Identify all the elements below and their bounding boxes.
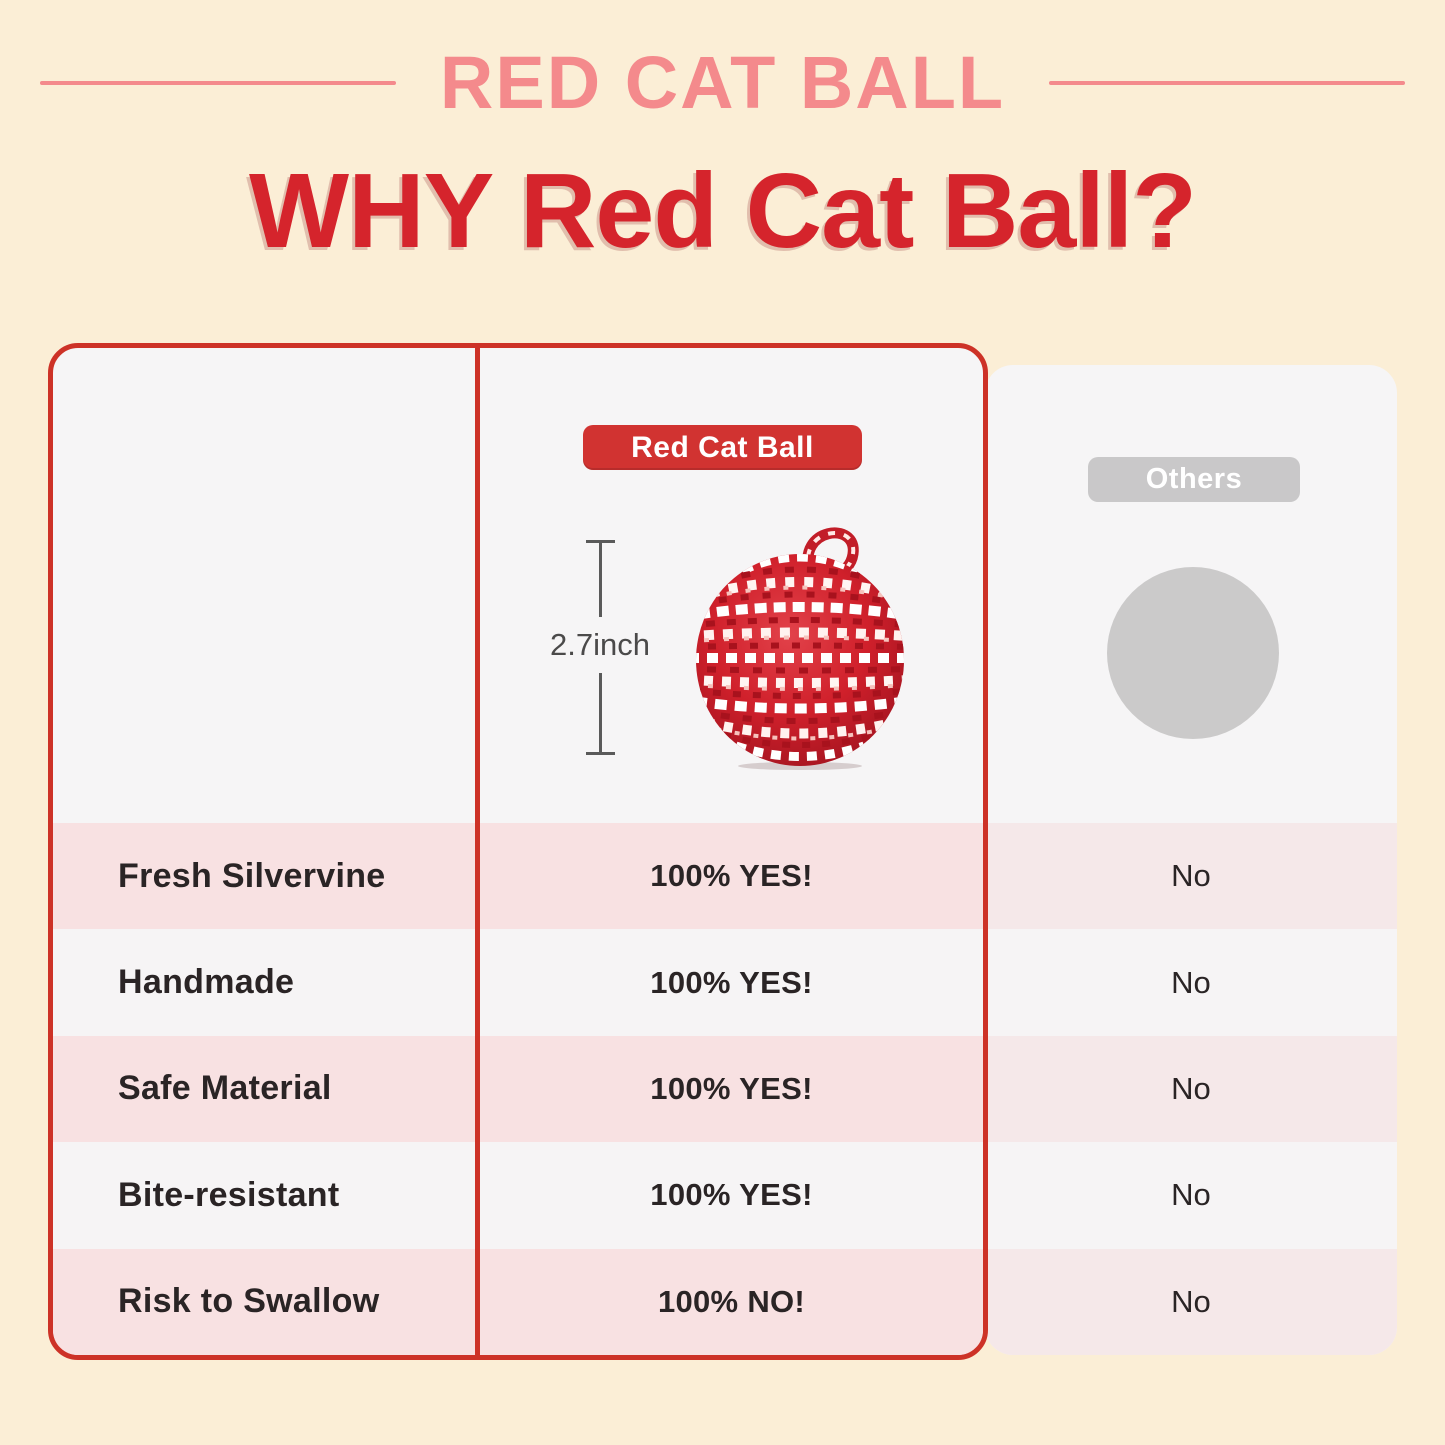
table-row: Safe Material 100% YES! [53,1035,983,1143]
decorative-line-right [1049,81,1406,85]
table-row: No [985,1248,1397,1355]
table-row: No [985,929,1397,1036]
table-row: No [985,1035,1397,1143]
measure-cap-bottom [586,752,615,755]
feature-label: Bite-resistant [118,1175,340,1214]
page-title: WHY Red Cat Ball? [249,152,1197,270]
column-divider [475,348,480,1355]
table-row: Risk to Swallow 100% NO! [53,1248,983,1355]
others-panel: Others No No No No No [985,365,1397,1355]
ball-texture [696,554,904,761]
table-row: No [985,1142,1397,1249]
product-value: 100% YES! [650,858,813,894]
others-value: No [1171,1070,1211,1106]
size-label: 2.7inch [548,617,652,673]
product-rows: Fresh Silvervine 100% YES! Handmade 100% YE… [53,348,983,1355]
others-rows: No No No No No [985,365,1397,1355]
eyebrow-title: RED CAT BALL [439,41,1006,124]
product-value: 100% YES! [650,1177,813,1213]
feature-label: Handmade [118,963,295,1002]
red-cat-ball-image [696,527,904,770]
product-value: 100% NO! [657,1283,806,1319]
others-value: No [1171,1177,1211,1213]
feature-label: Fresh Silvervine [118,856,386,895]
red-cat-ball-panel: Fresh Silvervine 100% YES! Handmade 100% YE… [48,343,988,1360]
others-value: No [1171,964,1211,1000]
product-value: 100% YES! [650,964,813,1000]
feature-label: Safe Material [118,1069,332,1108]
table-row: Fresh Silvervine 100% YES! [53,823,983,930]
feature-label: Risk to Swallow [118,1282,380,1321]
table-row: No [985,823,1397,930]
decorative-line-left [40,81,396,85]
red-cat-ball-badge: Red Cat Ball [583,425,862,470]
product-value: 100% YES! [650,1070,813,1106]
others-value: No [1171,1283,1211,1319]
others-product-placeholder-circle [1107,567,1279,739]
table-row: Bite-resistant 100% YES! [53,1142,983,1249]
table-row: Handmade 100% YES! [53,929,983,1036]
others-value: No [1171,858,1211,894]
eyebrow-row: RED CAT BALL [40,41,1406,124]
others-badge: Others [1088,457,1300,502]
